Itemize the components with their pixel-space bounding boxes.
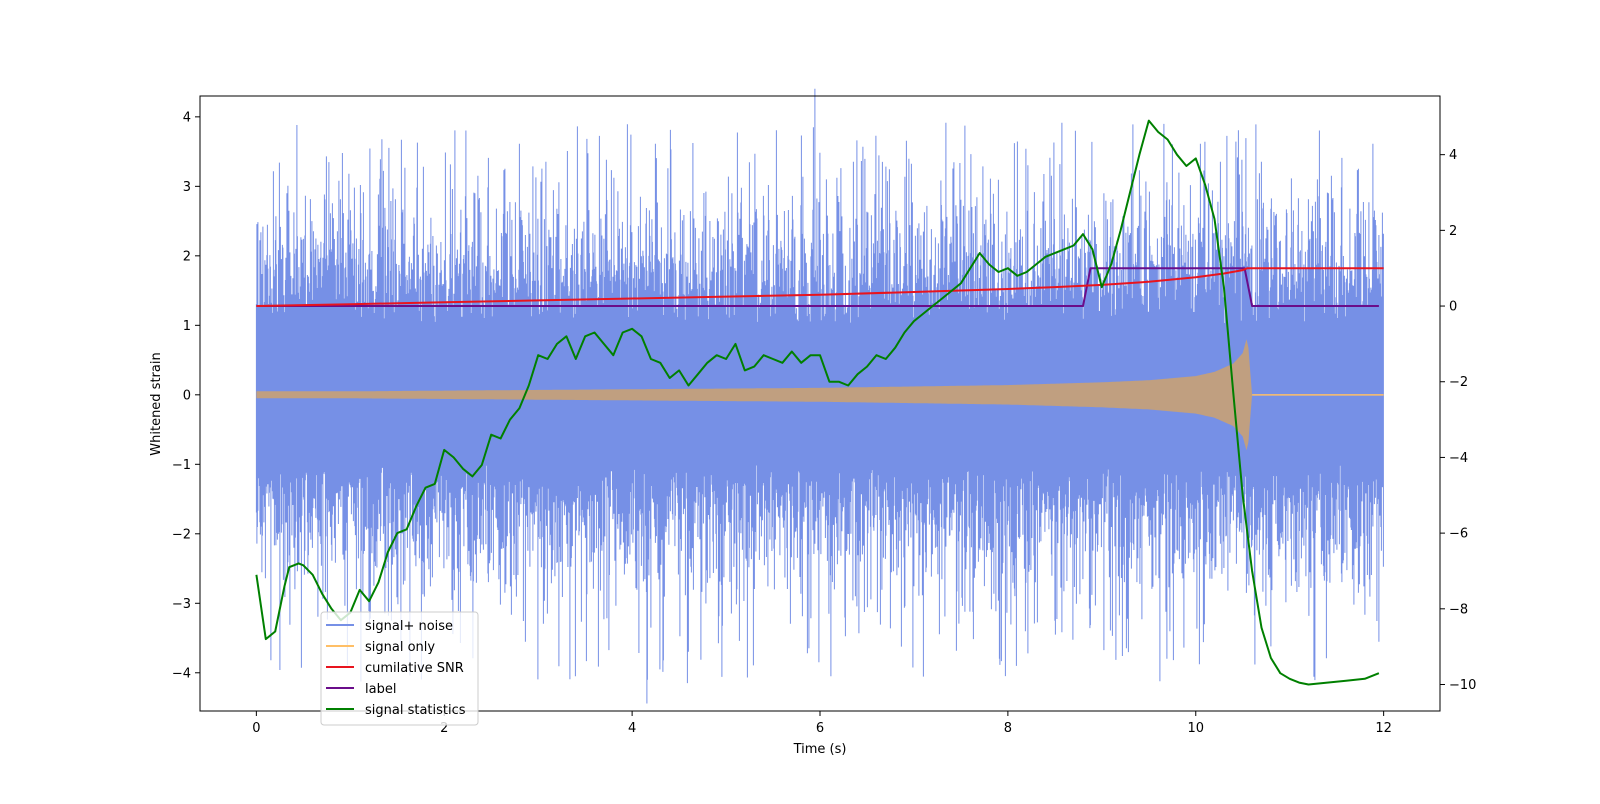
x-tick-label: 10: [1187, 721, 1204, 736]
series-signal-statistics: [255, 119, 1380, 686]
y-right-tick-label: −2: [1449, 375, 1468, 390]
legend-label: signal statistics: [365, 703, 466, 718]
legend-label: label: [365, 682, 396, 697]
y-left-tick-label: −4: [172, 666, 191, 681]
y-axis-label: Whitened strain: [149, 352, 164, 455]
x-tick-label: 2: [440, 721, 448, 736]
series-signal-only: [256, 339, 1384, 451]
x-tick-label: 8: [1004, 721, 1012, 736]
y-left-tick-label: 3: [183, 180, 191, 195]
y-right-tick-label: −6: [1449, 527, 1468, 542]
legend-label: signal+ noise: [365, 619, 453, 634]
legend-label: signal only: [365, 640, 435, 655]
y-left-tick-label: 2: [183, 249, 191, 264]
y-left-tick-label: −2: [172, 527, 191, 542]
y-right-tick-label: 0: [1449, 300, 1457, 315]
legend: signal+ noise signal only cumilative SNR la…: [320, 611, 479, 726]
x-tick-label: 0: [252, 721, 260, 736]
legend-box: [320, 611, 479, 726]
y-left-tick-label: 4: [183, 110, 191, 125]
y-right-tick-label: −4: [1449, 451, 1468, 466]
series-label: [256, 267, 1379, 307]
x-axis-label: Time (s): [793, 742, 847, 757]
y-right-tick-label: 4: [1449, 148, 1457, 163]
y-left-tick-label: 1: [183, 319, 191, 334]
y-right-tick-label: −8: [1449, 602, 1468, 617]
y-left-tick-label: 0: [183, 388, 191, 403]
series-layer: [255, 88, 1384, 704]
series-cumulative-snr: [256, 267, 1384, 307]
y-left-tick-label: −1: [172, 458, 191, 473]
legend-label: cumilative SNR: [365, 661, 464, 676]
x-tick-label: 12: [1375, 721, 1392, 736]
x-tick-label: 4: [628, 721, 636, 736]
series-signal-noise: [255, 88, 1384, 704]
y-right-tick-label: 2: [1449, 224, 1457, 239]
y-right-tick-label: −10: [1449, 678, 1476, 693]
y-left-tick-label: −3: [172, 597, 191, 612]
x-tick-label: 6: [816, 721, 824, 736]
